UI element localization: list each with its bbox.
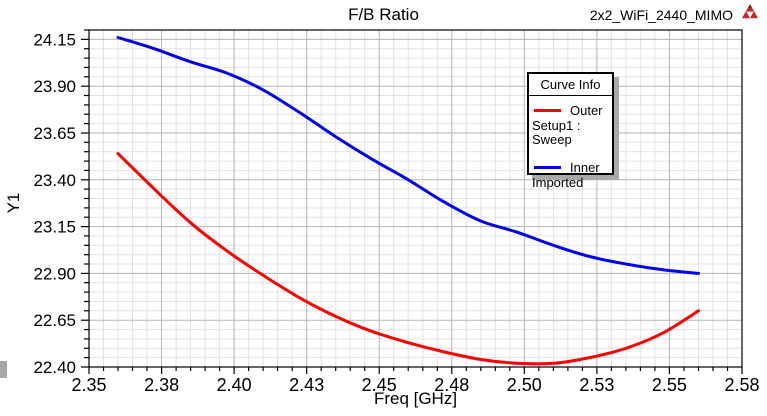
legend-title: Curve Info	[529, 74, 612, 96]
legend-entry-sublabel: Setup1 : Sweep	[532, 118, 581, 147]
legend-entry-label: Outer	[570, 103, 603, 118]
window-edge-fragment	[0, 361, 7, 378]
x-tick-label: 2.48	[434, 375, 469, 395]
legend-entry-sublabel: Imported	[532, 175, 584, 190]
y-tick-label: 22.90	[33, 264, 76, 283]
x-tick-label: 2.58	[724, 375, 759, 395]
y-axis-title: Y1	[4, 192, 23, 214]
legend-entry-outer[interactable]: Outer Setup1 : Sweep	[529, 103, 612, 147]
x-tick-label: 2.55	[652, 375, 687, 395]
axis-ticks	[81, 29, 743, 374]
series-outer-curve[interactable]	[116, 152, 700, 366]
y-tick-label: 23.90	[33, 77, 76, 96]
x-tick-labels: 2.35 2.38 2.40 2.43 2.45 2.48 2.50 2.53 2.55 2.58	[71, 375, 759, 395]
y-tick-label: 23.65	[33, 124, 76, 143]
project-name-label: 2x2_WiFi_2440_MIMO	[589, 7, 733, 23]
x-tick-label: 2.38	[144, 375, 179, 395]
y-tick-label: 24.15	[33, 30, 76, 49]
major-gridlines	[88, 30, 743, 368]
y-tick-labels: 22.40 22.65 22.90 23.15 23.40 23.65 23.90 24.15	[33, 30, 76, 377]
y-tick-label: 22.40	[33, 358, 76, 377]
x-tick-label: 2.43	[289, 375, 324, 395]
x-tick-label: 2.50	[507, 375, 542, 395]
x-tick-label: 2.40	[217, 375, 252, 395]
legend-entry-label: Inner	[570, 160, 600, 175]
legend-entries: Outer Setup1 : Sweep Inner Imported	[529, 103, 612, 190]
legend-color-sample	[534, 109, 561, 112]
legend-entry-inner[interactable]: Inner Imported	[529, 160, 612, 190]
y-tick-label: 23.15	[33, 218, 76, 237]
x-tick-label: 2.45	[362, 375, 397, 395]
x-axis-title: Freq [GHz]	[373, 389, 458, 408]
legend-box[interactable]: Curve Info Outer Setup1 : Sweep Inner Impor…	[527, 72, 614, 190]
x-tick-label: 2.35	[71, 375, 106, 395]
minor-gridlines	[89, 30, 742, 367]
legend-color-sample	[534, 166, 561, 169]
y-tick-label: 23.40	[33, 171, 76, 190]
y-tick-label: 22.65	[33, 311, 76, 330]
page-title: F/B Ratio	[348, 5, 419, 24]
series-inner-curve[interactable]	[116, 36, 700, 275]
ansoft-triangle-logo-icon	[741, 4, 759, 19]
x-tick-label: 2.53	[579, 375, 614, 395]
